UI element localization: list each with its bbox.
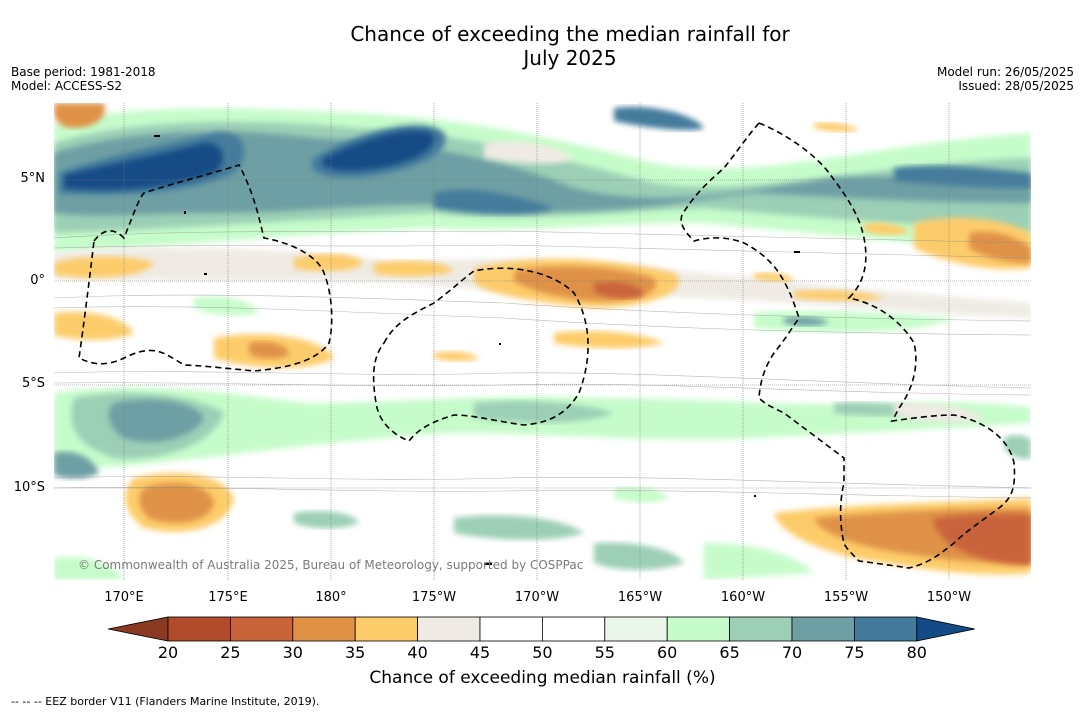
rainfall-map [54,103,1031,580]
meta-left: Base period: 1981-2018 Model: ACCESS-S2 [11,65,156,93]
lon-label-180: 180° [315,590,347,605]
colorbar-tick-label: 25 [220,643,241,662]
colorbar-segment [230,616,294,642]
lon-label-155w: 155°W [823,590,869,605]
colorbar-segment [666,616,731,642]
lon-label-170e: 170°E [104,590,144,605]
colorbar-tick-label: 65 [719,643,740,662]
model-name: Model: ACCESS-S2 [11,79,123,93]
colorbar-tick-label: 60 [657,643,678,662]
issued-date: Issued: 28/05/2025 [958,79,1074,93]
colorbar-tick-label: 45 [469,643,491,662]
islands [154,135,800,565]
eez-borders [78,122,1016,569]
model-run: Model run: 26/05/2025 [936,65,1074,79]
copyright-notice: © Commonwealth of Australia 2025, Bureau… [78,558,584,572]
colorbar-segment [541,616,606,642]
lat-label-10s: 10°S [13,480,45,495]
title-line-1: Chance of exceeding the median rainfall … [350,22,790,46]
colorbar-tick-label: 55 [594,643,615,662]
colorbar-segment [167,616,231,642]
lat-label-5s: 5°S [21,376,45,391]
rainfall-field [54,103,1031,580]
colorbar-segment [729,616,793,642]
graticule [54,103,1031,580]
lon-label-150w: 150°W [926,590,972,605]
colorbar-segment [354,616,418,642]
map-title: Chance of exceeding the median rainfall … [0,22,1085,70]
lon-label-175w: 175°W [411,590,457,605]
colorbar-label: Chance of exceeding median rainfall (%) [369,668,716,688]
colorbar-segment [854,616,918,642]
colorbar-segment [479,616,543,642]
colorbar-tick-label: 80 [906,643,927,662]
lat-label-5n: 5°N [20,171,46,186]
colorbar-tick-label: 30 [282,643,303,662]
colorbar-segment [292,616,356,642]
base-period: Base period: 1981-2018 [11,65,156,79]
title-line-2: July 2025 [523,46,617,70]
lon-label-175e: 175°E [208,590,248,605]
colorbar-tick-label: 35 [345,643,366,662]
colorbar [108,616,975,642]
colorbar-tick-label: 50 [532,643,553,662]
lon-label-160w: 160°W [720,590,766,605]
meta-right: Model run: 26/05/2025 Issued: 28/05/2025 [937,65,1074,93]
lon-label-165w: 165°W [617,590,663,605]
eez-footnote: -- -- -- EEZ border V11 (Flanders Marine… [11,695,320,708]
colorbar-extend-high [916,616,975,642]
lat-label-0: 0° [30,273,45,288]
lon-label-170w: 170°W [514,590,560,605]
colorbar-extend-low [108,616,169,642]
colorbar-tick-label: 70 [781,643,803,662]
colorbar-segment [791,616,855,642]
colorbar-tick-label: 20 [157,643,179,662]
colorbar-segment [417,616,481,642]
colorbar-tick-label: 40 [407,643,428,662]
colorbar-segment [604,616,668,642]
colorbar-tick-label: 75 [844,643,865,662]
